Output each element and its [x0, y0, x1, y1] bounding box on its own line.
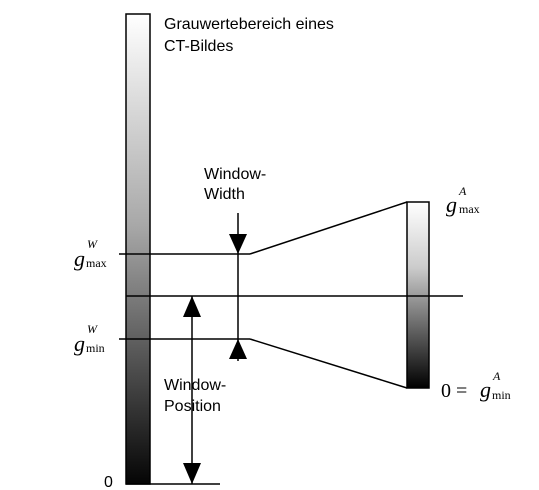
svg-text:A: A [492, 369, 501, 383]
g-max-a-label: g A max [446, 184, 480, 217]
svg-text:W: W [87, 237, 98, 251]
svg-text:g: g [74, 331, 85, 356]
svg-text:max: max [459, 202, 480, 216]
zero-label: 0 [104, 474, 113, 490]
window-width-label-1: Window- [204, 166, 266, 183]
display-gray-bar [406, 201, 430, 389]
svg-text:min: min [492, 388, 511, 402]
svg-text:g: g [74, 246, 85, 271]
svg-text:max: max [86, 256, 107, 270]
window-width-label-2: Width [204, 186, 245, 203]
window-position-label-1: Window- [164, 377, 226, 394]
mapping-upper-line [249, 201, 408, 255]
svg-text:g: g [446, 192, 457, 217]
svg-text:0 =: 0 = [441, 380, 472, 402]
g-max-w-label: g W max [74, 237, 107, 271]
window-position-arrow-down [183, 463, 201, 484]
svg-text:W: W [87, 322, 98, 336]
window-width-arrow-up [229, 339, 247, 359]
window-width-arrow-down [229, 234, 247, 254]
mapping-lower-line [249, 338, 408, 389]
title-line-2: CT-Bildes [164, 38, 233, 55]
svg-text:min: min [86, 341, 105, 355]
svg-text:g: g [480, 377, 491, 402]
window-position-label-2: Position [164, 398, 221, 415]
window-position-arrow-up [183, 296, 201, 317]
g-min-w-label: g W min [74, 322, 105, 356]
ct-gray-bar [125, 13, 151, 485]
svg-text:A: A [458, 184, 467, 198]
title-line-1: Grauwertebereich eines [164, 16, 334, 33]
g-min-a-label: 0 = g A min [441, 369, 511, 402]
